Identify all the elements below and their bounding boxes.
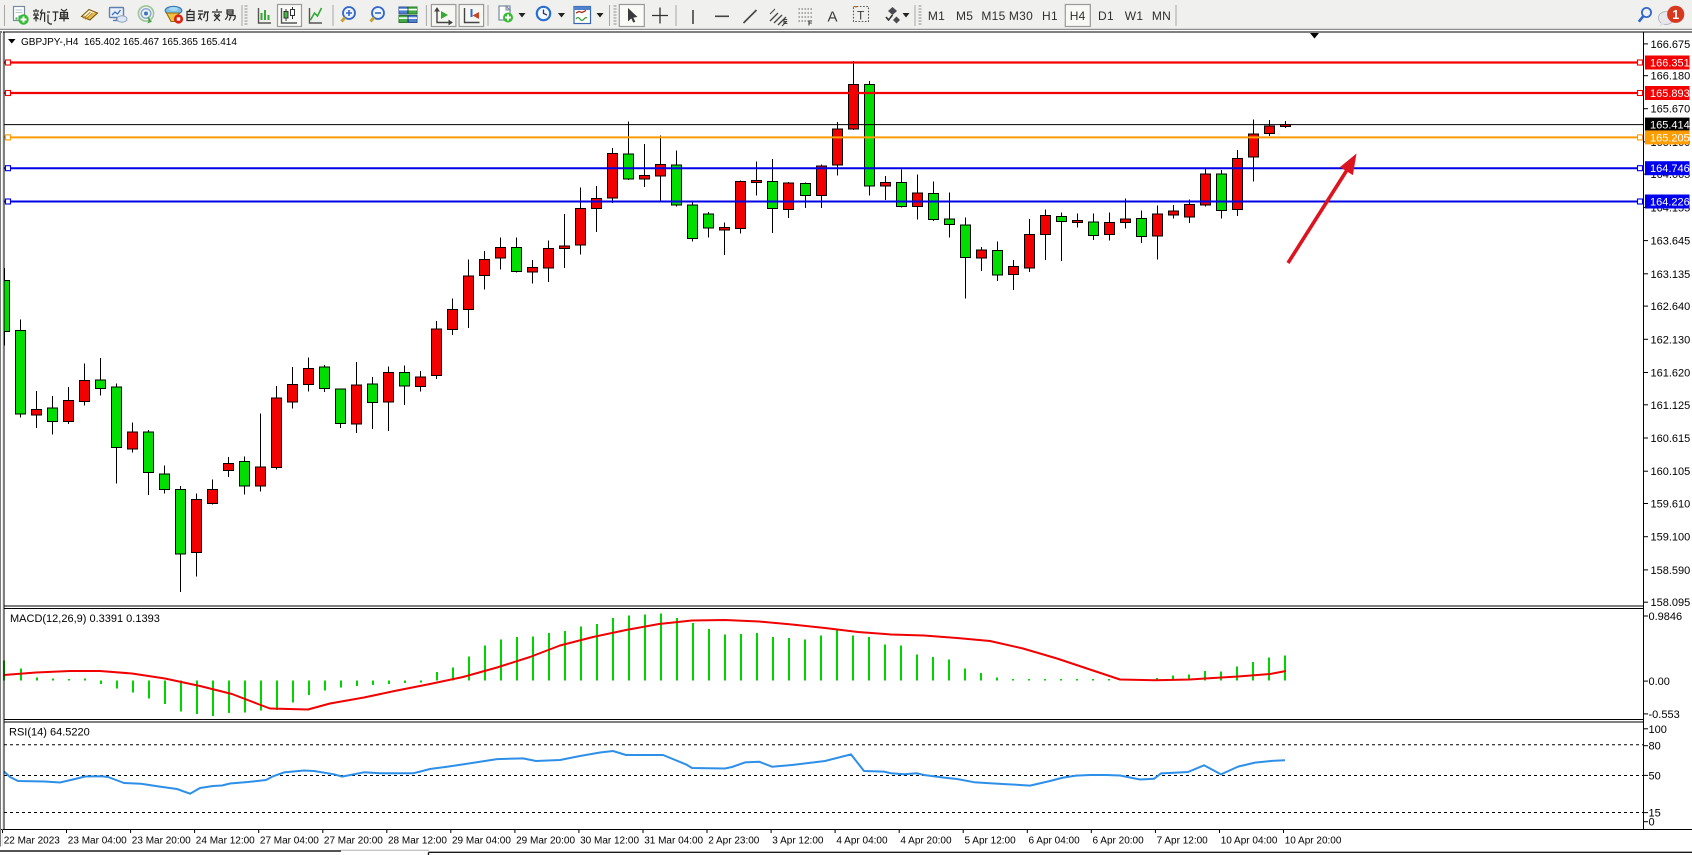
svg-text:15: 15: [1649, 808, 1661, 820]
svg-text:M30: M30: [1009, 9, 1033, 23]
svg-text:29 Mar 20:00: 29 Mar 20:00: [516, 836, 575, 847]
svg-text:10 Apr 04:00: 10 Apr 04:00: [1221, 836, 1278, 847]
svg-text:160.615: 160.615: [1651, 433, 1691, 445]
svg-text:30 Mar 12:00: 30 Mar 12:00: [580, 836, 639, 847]
svg-text:166.351: 166.351: [1650, 58, 1690, 70]
svg-text:162.130: 162.130: [1651, 334, 1691, 346]
svg-text:165.893: 165.893: [1650, 88, 1690, 100]
svg-text:27 Mar 20:00: 27 Mar 20:00: [324, 836, 383, 847]
svg-text:159.610: 159.610: [1651, 499, 1691, 511]
svg-text:31 Mar 04:00: 31 Mar 04:00: [644, 836, 703, 847]
svg-text:M5: M5: [956, 9, 973, 23]
svg-text:6 Apr 20:00: 6 Apr 20:00: [1093, 836, 1145, 847]
svg-text:22 Mar 2023: 22 Mar 2023: [4, 836, 61, 847]
svg-text:165.414: 165.414: [1650, 120, 1690, 132]
svg-text:164.746: 164.746: [1650, 163, 1690, 175]
svg-text:160.105: 160.105: [1651, 466, 1691, 478]
svg-text:166.675: 166.675: [1651, 39, 1691, 51]
svg-text:10 Apr 20:00: 10 Apr 20:00: [1285, 836, 1342, 847]
svg-text:T: T: [857, 9, 865, 23]
svg-text:W1: W1: [1125, 9, 1144, 23]
svg-text:161.125: 161.125: [1651, 400, 1691, 412]
svg-text:165.670: 165.670: [1651, 104, 1691, 116]
svg-text:M1: M1: [928, 9, 945, 23]
svg-text:2 Apr 23:00: 2 Apr 23:00: [708, 836, 760, 847]
svg-text:D1: D1: [1098, 9, 1114, 23]
svg-text:6 Apr 04:00: 6 Apr 04:00: [1029, 836, 1081, 847]
svg-text:158.095: 158.095: [1651, 597, 1691, 609]
svg-text:0.00: 0.00: [1649, 676, 1670, 688]
svg-text:A: A: [828, 9, 838, 26]
svg-text:29 Mar 04:00: 29 Mar 04:00: [452, 836, 511, 847]
svg-text:24 Mar 12:00: 24 Mar 12:00: [196, 836, 255, 847]
svg-text:80: 80: [1649, 741, 1661, 753]
svg-text:MN: MN: [1152, 9, 1171, 23]
svg-text:165.205: 165.205: [1650, 132, 1690, 144]
svg-text:163.135: 163.135: [1651, 269, 1691, 281]
svg-text:159.100: 159.100: [1651, 532, 1691, 544]
svg-text:166.180: 166.180: [1651, 71, 1691, 83]
svg-text:0: 0: [1649, 817, 1655, 829]
svg-text:GBPJPY-,H4 165.402 165.467 16: GBPJPY-,H4 165.402 165.467 165.365 165.4…: [21, 37, 237, 48]
svg-text:5 Apr 12:00: 5 Apr 12:00: [965, 836, 1017, 847]
svg-text:4 Apr 20:00: 4 Apr 20:00: [900, 836, 952, 847]
svg-text:100: 100: [1649, 724, 1667, 736]
svg-text:MACD(12,26,9) 0.3391 0.1393: MACD(12,26,9) 0.3391 0.1393: [10, 613, 160, 625]
svg-text:E: E: [783, 19, 788, 26]
svg-text:163.645: 163.645: [1651, 236, 1691, 248]
svg-text:27 Mar 04:00: 27 Mar 04:00: [260, 836, 319, 847]
svg-text:161.620: 161.620: [1651, 368, 1691, 380]
svg-text:28 Mar 12:00: 28 Mar 12:00: [388, 836, 447, 847]
svg-text:4 Apr 04:00: 4 Apr 04:00: [836, 836, 888, 847]
svg-text:164.226: 164.226: [1650, 197, 1690, 209]
svg-text:F: F: [808, 21, 813, 28]
svg-text:3 Apr 12:00: 3 Apr 12:00: [772, 836, 824, 847]
svg-text:23 Mar 04:00: 23 Mar 04:00: [68, 836, 127, 847]
svg-text:H1: H1: [1042, 9, 1058, 23]
svg-text:23 Mar 20:00: 23 Mar 20:00: [132, 836, 191, 847]
svg-text:-0.553: -0.553: [1649, 709, 1680, 721]
svg-text:50: 50: [1649, 770, 1661, 782]
svg-text:158.590: 158.590: [1651, 565, 1691, 577]
svg-text:0.9846: 0.9846: [1649, 611, 1683, 623]
svg-text:H4: H4: [1070, 9, 1086, 23]
svg-text:1: 1: [1672, 8, 1679, 22]
svg-text:162.640: 162.640: [1651, 301, 1691, 313]
svg-text:7 Apr 12:00: 7 Apr 12:00: [1157, 836, 1209, 847]
svg-text:RSI(14) 64.5220: RSI(14) 64.5220: [9, 727, 90, 739]
svg-text:M15: M15: [981, 9, 1005, 23]
